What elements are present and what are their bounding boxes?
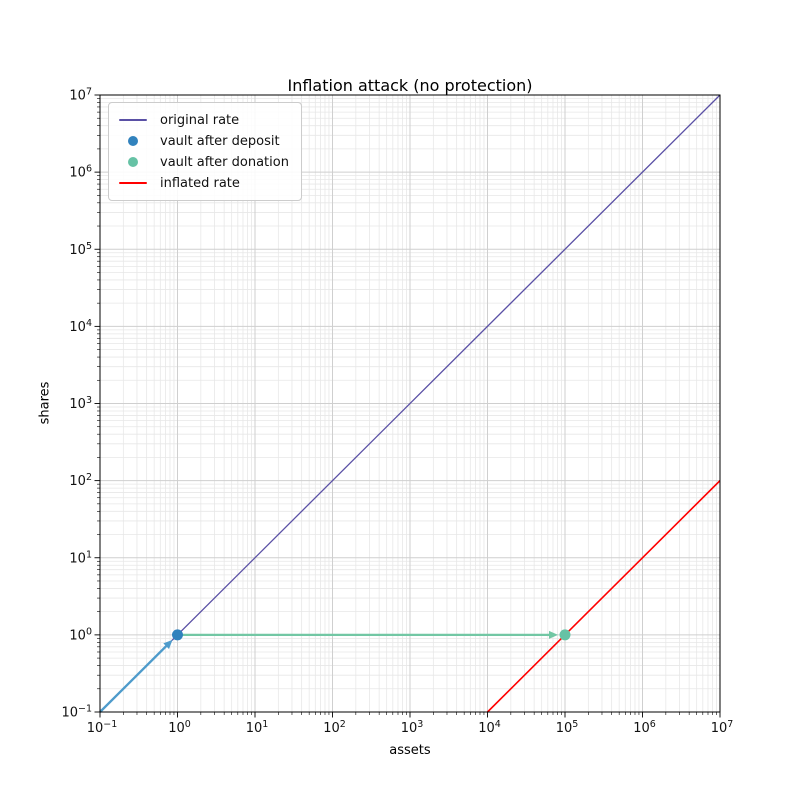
svg-text:104: 104 bbox=[478, 719, 501, 736]
svg-text:10−1: 10−1 bbox=[61, 704, 92, 721]
svg-text:107: 107 bbox=[69, 87, 92, 104]
donation-dot-icon bbox=[118, 157, 148, 167]
svg-text:100: 100 bbox=[69, 626, 92, 643]
legend-label: vault after deposit bbox=[160, 133, 280, 149]
chart-title: Inflation attack (no protection) bbox=[287, 76, 533, 95]
svg-text:103: 103 bbox=[69, 395, 92, 412]
legend-label: vault after donation bbox=[160, 154, 289, 170]
original-rate-line-icon bbox=[118, 119, 148, 121]
svg-text:101: 101 bbox=[69, 549, 92, 566]
svg-text:101: 101 bbox=[246, 719, 269, 736]
svg-text:105: 105 bbox=[556, 719, 579, 736]
svg-text:106: 106 bbox=[633, 719, 656, 736]
svg-text:104: 104 bbox=[69, 318, 92, 335]
y-axis-label: shares bbox=[37, 381, 53, 425]
legend-label: original rate bbox=[160, 112, 240, 128]
inflated-rate-line-icon bbox=[118, 182, 148, 184]
x-axis-label: assets bbox=[389, 743, 431, 758]
legend-item-original-rate: original rate bbox=[118, 110, 289, 130]
svg-text:102: 102 bbox=[69, 472, 92, 489]
deposit-dot-icon bbox=[118, 136, 148, 146]
svg-text:105: 105 bbox=[69, 241, 92, 258]
svg-text:102: 102 bbox=[323, 719, 346, 736]
svg-text:10−1: 10−1 bbox=[87, 719, 118, 736]
svg-text:106: 106 bbox=[69, 164, 92, 181]
legend-label: inflated rate bbox=[160, 175, 240, 191]
legend-item-inflated-rate: inflated rate bbox=[118, 173, 289, 193]
legend: original rate vault after deposit vault … bbox=[108, 102, 302, 201]
svg-text:100: 100 bbox=[168, 719, 191, 736]
svg-text:107: 107 bbox=[711, 719, 734, 736]
svg-text:103: 103 bbox=[401, 719, 424, 736]
legend-item-vault-after-donation: vault after donation bbox=[118, 152, 289, 172]
legend-item-vault-after-deposit: vault after deposit bbox=[118, 131, 289, 151]
